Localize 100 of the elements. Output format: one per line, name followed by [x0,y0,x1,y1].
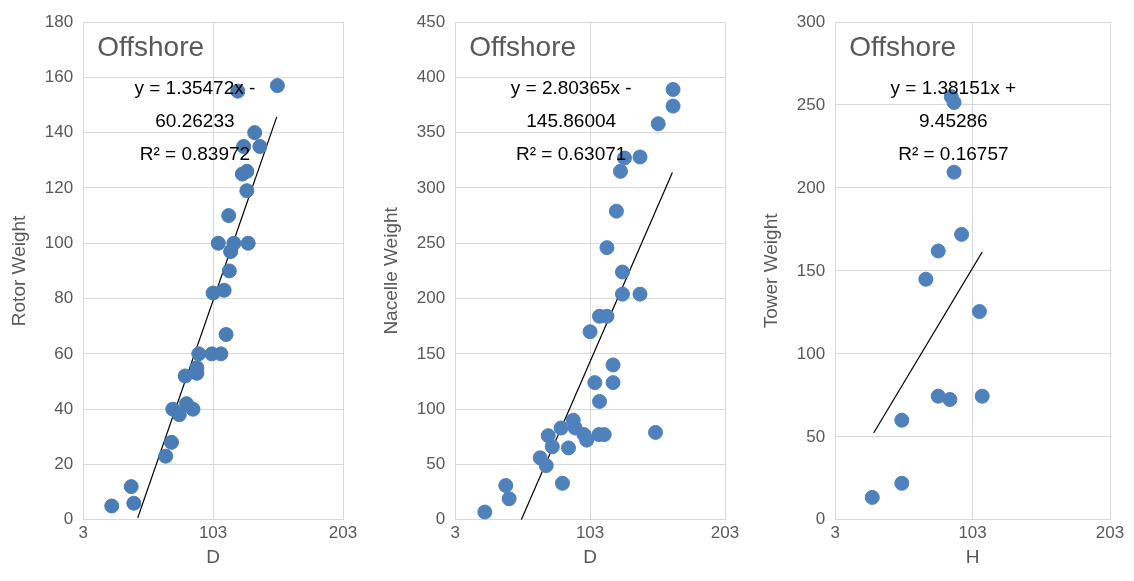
point [104,498,120,514]
y-tick-label: 160 [44,67,74,86]
point [221,263,237,279]
point [191,346,207,362]
y-tick-label: 0 [435,509,446,529]
point [665,98,681,114]
point [582,324,598,340]
point [553,420,569,436]
annotation: y = 1.38151x + 9.45286 [890,76,1017,131]
point [554,475,570,491]
y-tick-label: 250 [416,232,446,252]
y-tick-label: 140 [44,122,74,142]
point [477,504,493,520]
point [126,495,142,511]
point [930,243,946,259]
point [177,368,193,384]
point [894,412,910,428]
point [650,116,666,132]
x-tick-label: 103 [198,522,228,542]
x-tick-label: 203 [710,522,740,542]
y-tick-label: 0 [63,509,74,529]
y-tick-label: 200 [416,288,446,308]
y-tick-label: 50 [806,426,826,446]
x-tick-label: 203 [1095,522,1125,542]
y-tick-label: 150 [796,260,826,280]
y-tick-label: 350 [416,122,446,142]
point [501,491,517,507]
y-tick-label: 450 [416,11,446,31]
y-tick-label: 400 [416,67,446,86]
x-tick-label: 103 [575,522,605,542]
y-axis-title: Nacelle Weight [379,206,401,335]
point [918,271,934,287]
point [240,235,256,251]
y-tick-label: 120 [44,177,74,197]
point [608,203,624,219]
point [164,434,180,450]
y-axis-title: Tower Weight [759,212,781,329]
point [971,304,987,320]
annotation: R² = 0.83972 [139,142,251,164]
x-axis-title: D [206,545,220,567]
point [247,125,263,141]
point [239,183,255,199]
x-tick-label: 203 [328,522,358,542]
y-tick-label: 60 [54,343,74,363]
chart-title: Offshore [849,30,957,62]
y-tick-label: 200 [796,177,826,197]
point [544,439,560,455]
point [648,424,664,440]
point [974,388,990,404]
point [218,327,234,343]
point [665,81,681,97]
y-axis-title: Rotor Weight [7,214,29,327]
x-tick-label: 3 [78,522,88,542]
y-tick-label: 180 [44,11,74,31]
y-tick-label: 250 [796,94,826,114]
point [599,240,615,256]
y-tick-label: 20 [54,454,74,474]
point [946,94,962,110]
point [239,163,255,179]
y-tick-label: 300 [796,11,826,31]
y-tick-label: 40 [54,398,74,418]
annotation: y = 2.80365x - 145.86004 [510,76,632,131]
point [561,440,576,456]
point [123,479,139,495]
point [216,282,232,298]
point [498,478,514,494]
y-tick-label: 100 [416,398,446,418]
point [158,448,174,464]
x-tick-label: 3 [450,522,460,542]
point [894,475,910,491]
point [864,489,880,505]
point [210,235,226,251]
point [185,401,201,417]
x-tick-label: 3 [830,522,840,542]
y-tick-label: 80 [54,288,74,308]
point [538,458,554,474]
point [579,432,595,448]
annotation: R² = 0.16757 [898,142,1009,164]
point [252,138,268,154]
point [632,149,648,165]
x-tick-label: 103 [958,522,987,542]
point [614,264,630,280]
y-tick-label: 0 [815,509,826,529]
y-tick-label: 50 [426,454,446,474]
point [221,208,237,224]
x-axis-title: D [583,545,597,567]
point [632,286,648,302]
point [171,407,187,423]
x-axis-title: H [965,545,980,567]
point [592,393,608,409]
point [226,235,242,251]
point [587,375,603,391]
annotation: R² = 0.63071 [516,142,627,164]
point [612,163,628,179]
point [614,286,630,302]
chart-title: Offshore [469,30,577,62]
point [954,226,970,242]
point [269,78,285,94]
point [930,388,946,404]
y-tick-label: 100 [44,232,74,252]
